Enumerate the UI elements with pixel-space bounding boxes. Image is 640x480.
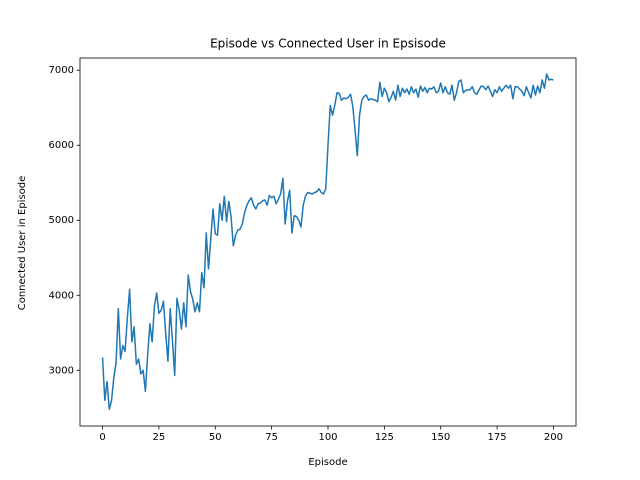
chart-title: Episode vs Connected User in Epsisode	[210, 37, 446, 51]
y-tick-label: 7000	[49, 65, 74, 76]
y-tick-label: 3000	[49, 365, 74, 376]
plot-frame	[79, 57, 577, 427]
y-tick-label: 5000	[49, 215, 74, 226]
x-tick-label: 100	[318, 432, 337, 443]
x-tick-label: 150	[431, 432, 450, 443]
y-axis-label: Connected User in Episode	[17, 176, 28, 311]
y-tick-label: 6000	[49, 140, 74, 151]
x-tick-label: 200	[544, 432, 563, 443]
data-line	[101, 73, 554, 411]
x-tick-label: 50	[209, 432, 222, 443]
x-tick-label: 175	[488, 432, 507, 443]
y-tick-label: 4000	[49, 290, 74, 301]
x-axis-label: Episode	[308, 457, 347, 468]
x-tick-label: 0	[99, 432, 105, 443]
x-tick-label: 125	[375, 432, 394, 443]
x-tick-label: 75	[265, 432, 278, 443]
x-tick-label: 25	[153, 432, 166, 443]
